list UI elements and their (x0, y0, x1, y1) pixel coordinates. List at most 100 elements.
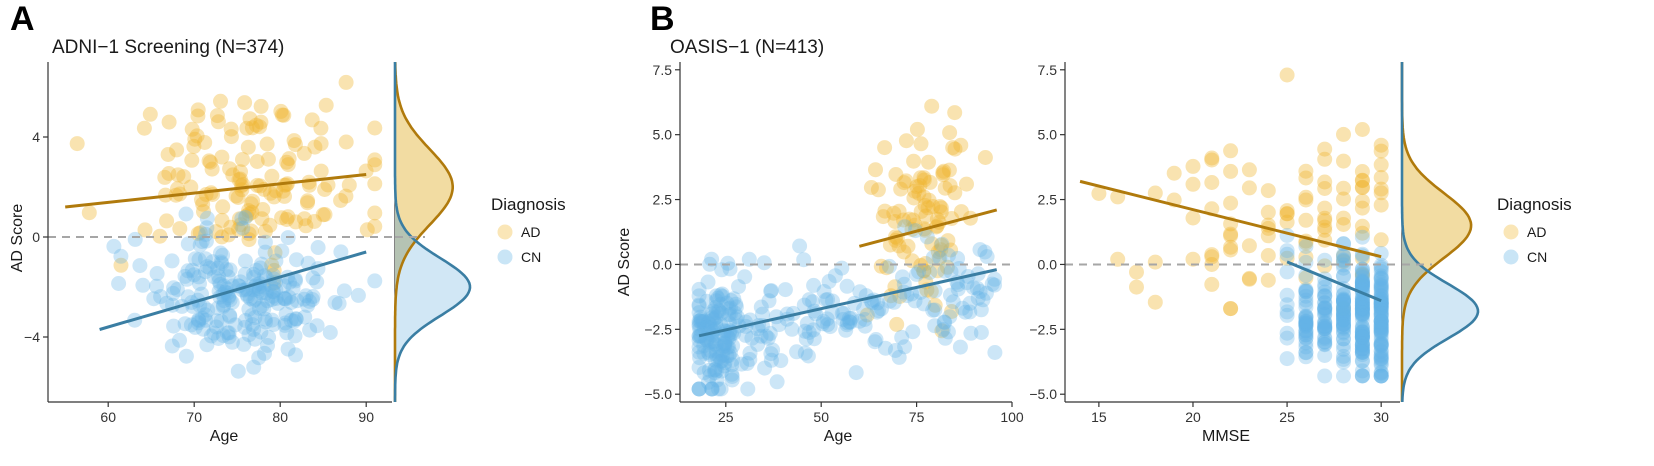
cn-point (1373, 275, 1389, 290)
ad-point (317, 182, 333, 197)
cn-point (1317, 314, 1333, 329)
ad-point (113, 257, 129, 273)
ad-point (214, 149, 230, 165)
cn-point (952, 339, 968, 355)
ad-point (262, 217, 278, 233)
cn-point (1336, 308, 1351, 324)
cn-point (969, 280, 985, 296)
ad-point (942, 125, 958, 141)
cn-point (1354, 304, 1370, 320)
cn-point (1336, 257, 1351, 273)
cn-point (1336, 317, 1351, 332)
ad-point (1298, 212, 1314, 228)
ad-point (241, 206, 257, 222)
oasis-age-axes: 25 50 75 100 −5.0 −2.5 0.0 2.5 5.0 7.5 (644, 62, 1024, 425)
ad-point (1260, 183, 1276, 199)
cn-point (184, 262, 200, 278)
ad-point (1354, 173, 1370, 189)
ad-point (916, 172, 932, 188)
ad-point (263, 185, 278, 201)
cn-point (247, 291, 263, 307)
cn-point (709, 363, 725, 379)
ad-point (190, 102, 206, 118)
cn-point (1279, 297, 1295, 313)
cn-point (216, 297, 232, 313)
cn-point (1279, 351, 1295, 367)
cn-point (1298, 349, 1314, 365)
cn-point (715, 288, 730, 304)
ad-point (937, 180, 953, 196)
cn-point (691, 381, 707, 397)
cn-point (1373, 313, 1389, 329)
cn-point (723, 300, 738, 316)
ad-point (338, 188, 354, 204)
ad-point (267, 245, 283, 261)
cn-point (852, 284, 868, 300)
cn-point (816, 314, 831, 329)
cn-point (721, 347, 737, 363)
cn-point (1354, 328, 1370, 344)
ad-point (1336, 210, 1351, 226)
cn-point (1317, 288, 1333, 304)
ad-point (934, 323, 950, 339)
ad-point (320, 177, 336, 193)
cn-point (691, 305, 707, 321)
y-tick-label: −2.5 (644, 321, 672, 337)
ad-point (201, 153, 217, 169)
cn-point (1317, 319, 1333, 335)
cn-point (818, 292, 834, 308)
ad-point (231, 211, 247, 227)
cn-point (925, 302, 941, 318)
cn-point (1336, 286, 1351, 302)
cn-point (796, 297, 812, 313)
cn-point (258, 285, 274, 301)
cn-point (761, 293, 777, 309)
cn-point (1354, 294, 1370, 310)
ad-point (264, 168, 280, 184)
cn-point (1298, 239, 1314, 254)
ad-point (242, 111, 258, 127)
cn-point (1354, 278, 1370, 294)
cn-point (696, 345, 712, 361)
cn-point (1354, 353, 1370, 369)
ad-point (241, 232, 257, 248)
cn-point (891, 349, 907, 365)
ad-point (244, 204, 260, 220)
cn-point (1354, 274, 1370, 290)
cn-point (1354, 331, 1370, 346)
cn-point (333, 244, 349, 260)
ad-point (274, 210, 290, 226)
cn-point (132, 258, 148, 274)
cn-point (897, 219, 913, 235)
cn-point (169, 281, 185, 297)
ad-point (941, 162, 957, 178)
cn-point (1298, 318, 1314, 334)
cn-point (1354, 338, 1370, 353)
adni-ad-regression-line (65, 173, 367, 209)
cn-point (700, 315, 716, 331)
cn-point (1298, 313, 1314, 329)
cn-point (276, 278, 292, 294)
cn-point (700, 274, 716, 290)
cn-point (696, 314, 712, 330)
cn-point (691, 328, 707, 344)
ad-point (170, 167, 186, 183)
cn-point (895, 269, 910, 285)
cn-point (208, 319, 224, 335)
ad-point (318, 97, 334, 113)
ad-point (254, 211, 270, 227)
cn-point (704, 334, 720, 349)
cn-point (955, 300, 970, 316)
cn-point (1298, 315, 1314, 331)
cn-point (257, 345, 272, 361)
cn-point (925, 250, 941, 265)
cn-point (1373, 314, 1389, 330)
cn-point (691, 359, 707, 375)
cn-point (283, 312, 299, 328)
cn-point (310, 240, 326, 255)
ad-point (240, 139, 256, 155)
cn-point (840, 315, 856, 331)
cn-point (1373, 309, 1389, 325)
cn-point (1373, 349, 1389, 365)
ad-point (255, 202, 271, 217)
